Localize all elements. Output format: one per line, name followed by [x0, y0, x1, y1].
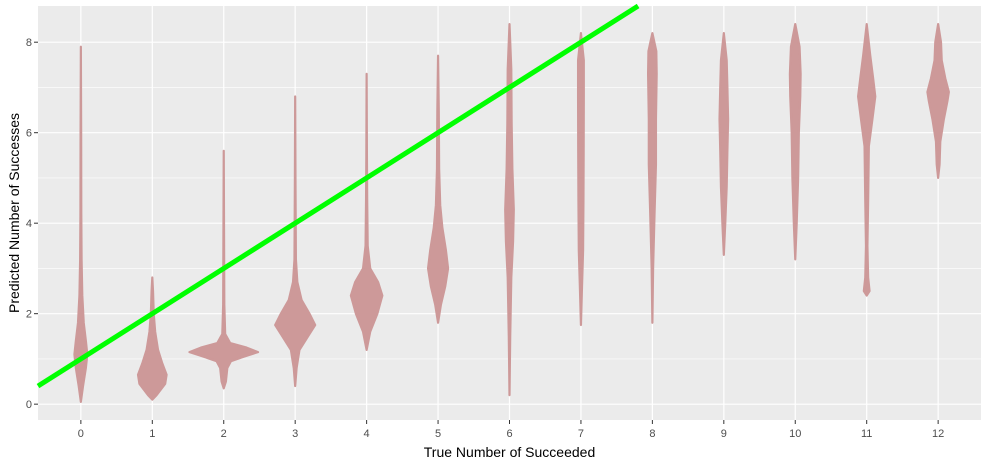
x-axis-title: True Number of Succeeded: [424, 444, 595, 460]
violin-4: [349, 72, 384, 351]
x-tick-label: 7: [578, 428, 584, 440]
x-tick-label: 12: [932, 428, 944, 440]
y-tick-label: 2: [26, 309, 32, 321]
x-tick-label: 0: [78, 428, 84, 440]
y-tick-label: 4: [26, 218, 32, 230]
x-tick-label: 10: [789, 428, 801, 440]
y-axis-title: Predicted Number of Successes: [6, 113, 22, 313]
x-tick-label: 2: [221, 428, 227, 440]
x-tick-label: 1: [149, 428, 155, 440]
violin-9: [718, 32, 730, 256]
x-tick-label: 9: [721, 428, 727, 440]
violin-7: [576, 32, 585, 327]
violin-0: [73, 45, 89, 403]
violin-1: [136, 276, 168, 401]
violin-6: [504, 23, 515, 397]
x-axis-ticks: 0 1 2 3 4 5 6 7 8 9 10 11 12: [78, 420, 944, 440]
y-tick-label: 6: [26, 128, 32, 140]
y-axis-ticks: 0 2 4 6 8: [26, 37, 38, 411]
violin-10: [788, 23, 802, 261]
violin-12: [926, 23, 950, 180]
x-tick-label: 6: [506, 428, 512, 440]
x-tick-label: 4: [364, 428, 370, 440]
x-tick-label: 5: [435, 428, 441, 440]
violin-11: [857, 23, 877, 297]
y-tick-label: 8: [26, 37, 32, 49]
violin-5: [426, 54, 450, 324]
x-tick-label: 3: [292, 428, 298, 440]
x-tick-label: 8: [649, 428, 655, 440]
x-tick-label: 11: [861, 428, 872, 440]
reference-line: [36, 3, 640, 389]
violin-3: [274, 95, 317, 388]
y-tick-label: 0: [26, 399, 32, 411]
violin-8: [646, 32, 658, 324]
